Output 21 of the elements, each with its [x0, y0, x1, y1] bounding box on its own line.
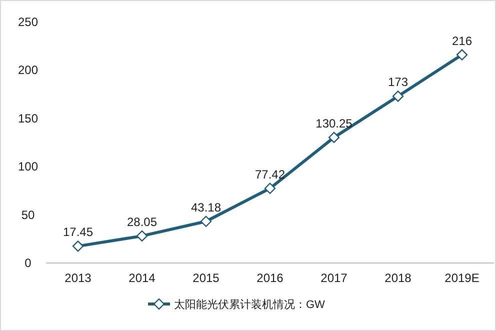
legend-text: 太阳能光伏累计装机情况：GW — [174, 299, 325, 311]
y-tick: 200 — [18, 63, 38, 78]
x-tick: 2015 — [192, 271, 220, 285]
y-tick: 150 — [18, 111, 38, 126]
data-label: 77.42 — [254, 167, 286, 182]
x-tick: 2014 — [128, 271, 156, 285]
x-tick: 2018 — [384, 271, 412, 285]
x-tick: 2013 — [64, 271, 92, 285]
x-tick: 2019E — [444, 271, 480, 285]
data-label: 43.18 — [190, 200, 222, 214]
x-tick: 2017 — [320, 271, 348, 285]
y-tick: 250 — [18, 15, 38, 29]
y-tick: 100 — [18, 160, 38, 174]
data-label: 17.45 — [62, 225, 94, 240]
y-tick: 50 — [21, 208, 35, 222]
data-label: 216 — [452, 34, 472, 48]
data-label: 28.05 — [126, 214, 158, 229]
data-label: 130.25 — [316, 116, 352, 130]
data-label: 173 — [388, 75, 408, 90]
x-tick: 2016 — [256, 271, 284, 285]
y-tick: 0 — [24, 256, 32, 270]
